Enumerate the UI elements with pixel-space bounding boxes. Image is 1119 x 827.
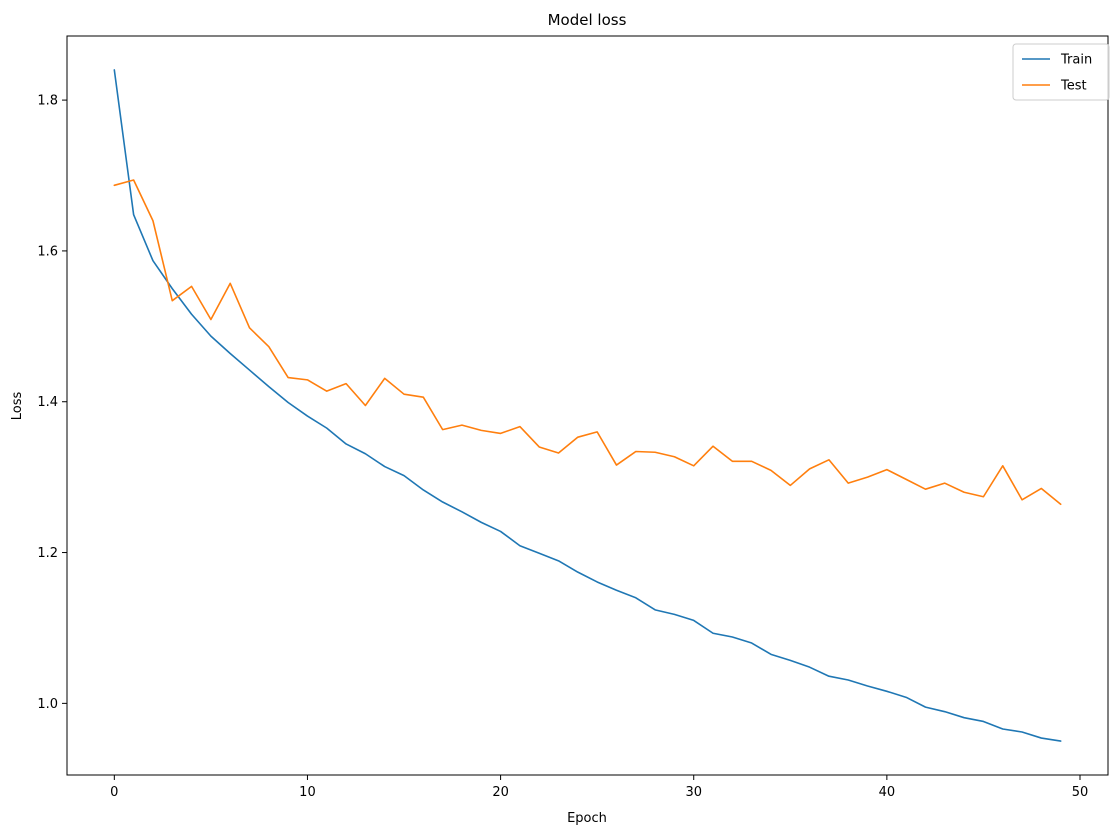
y-axis-ticks: 1.0 1.2 1.4 1.6 1.8 [37,94,67,712]
x-tick-label: 30 [685,785,702,800]
x-tick-label: 20 [492,785,509,800]
chart-title: Model loss [548,11,627,29]
series-line-test [113,179,1062,506]
y-tick-label: 1.0 [37,697,58,712]
series-lines [113,69,1062,742]
y-tick-label: 1.4 [37,395,58,410]
y-axis-label: Loss [10,392,25,421]
x-axis-label: Epoch [567,811,607,826]
x-tick-label: 0 [110,785,118,800]
y-tick-label: 1.8 [37,94,58,109]
y-tick-label: 1.2 [37,546,58,561]
legend-box [1012,43,1110,101]
x-tick-label: 40 [879,785,896,800]
legend-label-train: Train [1060,53,1092,68]
y-tick-label: 1.6 [37,244,58,259]
x-tick-label: 10 [299,785,316,800]
legend: Train Test [1012,43,1110,101]
x-axis-ticks: 0 10 20 30 40 50 [110,775,1088,800]
legend-label-test: Test [1060,79,1087,94]
plot-frame [66,35,1109,776]
x-tick-label: 50 [1072,785,1089,800]
series-line-train [113,69,1062,742]
